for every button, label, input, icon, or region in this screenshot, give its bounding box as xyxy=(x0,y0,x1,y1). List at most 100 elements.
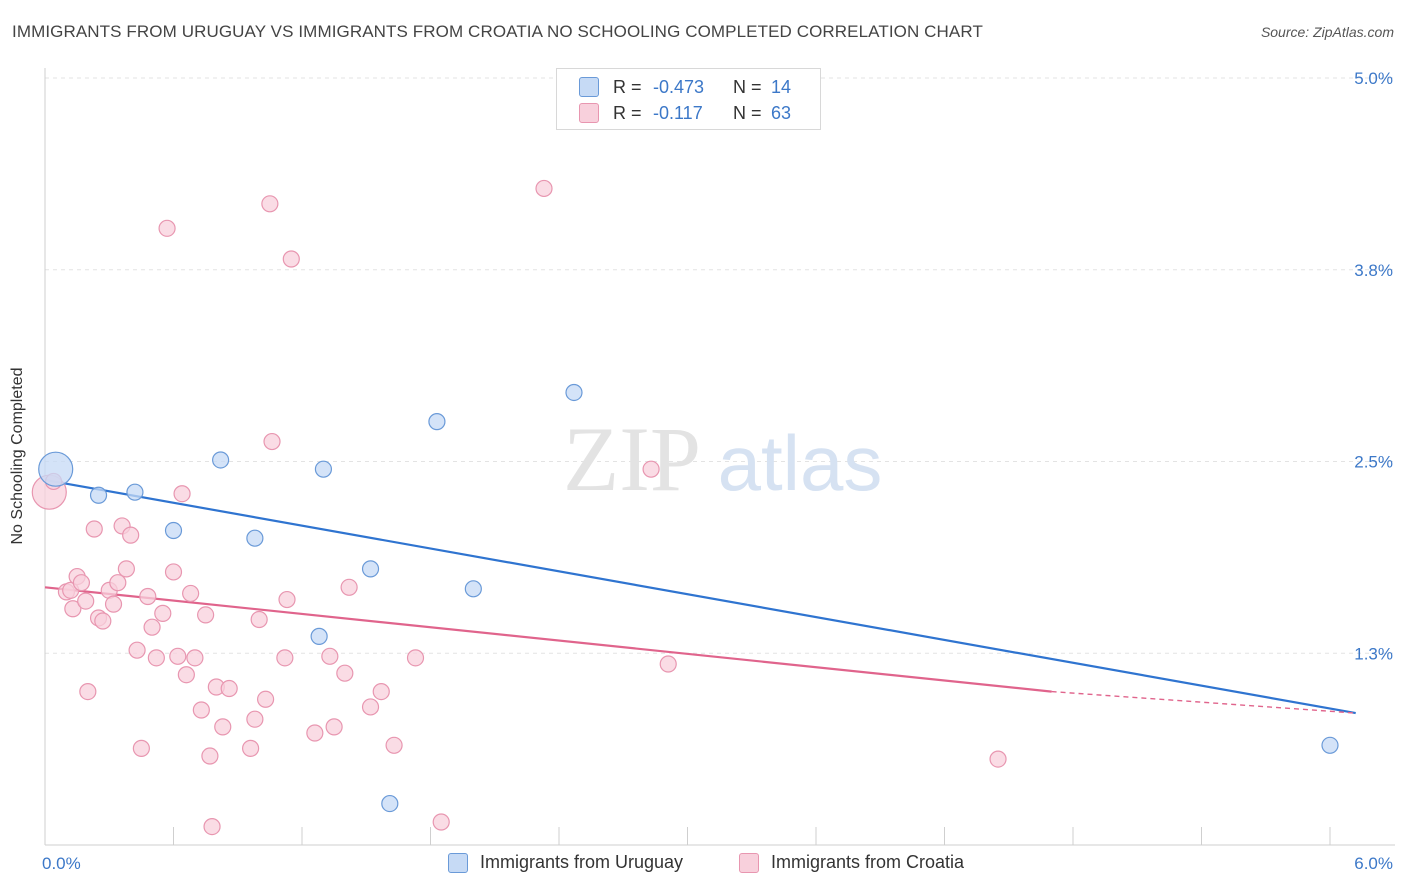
croatia-point xyxy=(372,682,390,701)
croatia-point xyxy=(201,747,219,765)
croatia-point xyxy=(72,574,91,592)
croatia-point xyxy=(64,600,82,618)
croatia-swatch xyxy=(579,103,599,123)
uruguay-swatch xyxy=(579,77,599,97)
croatia-point xyxy=(406,649,425,667)
uruguay-legend-swatch xyxy=(448,852,468,873)
croatia-point xyxy=(169,647,187,665)
y-tick-label: 5.0% xyxy=(1354,69,1393,88)
croatia-point xyxy=(385,736,403,754)
uruguay-point xyxy=(89,486,108,504)
uruguay-point xyxy=(464,580,482,598)
croatia-point xyxy=(77,592,95,610)
uruguay-trend-line xyxy=(44,478,1356,715)
x-tick-label: 0.0% xyxy=(42,854,81,873)
uruguay-point xyxy=(212,451,230,469)
croatia-point xyxy=(242,739,260,757)
y-tick-label: 3.8% xyxy=(1354,261,1393,280)
uruguay-point xyxy=(428,413,446,431)
correlation-legend: R = -0.473 N = 14 R = -0.117 N = 63 xyxy=(556,68,821,130)
croatia-point xyxy=(256,690,275,708)
series-legend: Immigrants from Uruguay Immigrants from … xyxy=(0,852,1406,878)
chart-title: IMMIGRANTS FROM URUGUAY VS IMMIGRANTS FR… xyxy=(12,22,983,41)
croatia-point xyxy=(128,641,146,659)
croatia-point xyxy=(94,612,112,630)
croatia-point xyxy=(122,526,140,544)
n-label: N = xyxy=(733,76,762,97)
croatia-point xyxy=(132,739,150,757)
watermark: ZIP atlas xyxy=(563,408,882,510)
n-value: 63 xyxy=(771,102,792,123)
croatia-point xyxy=(197,606,215,624)
data-points xyxy=(31,179,1339,836)
r-value: -0.473 xyxy=(653,76,705,97)
croatia-point xyxy=(336,664,354,682)
croatia-point xyxy=(276,649,294,667)
croatia-point xyxy=(261,195,279,213)
uruguay-point xyxy=(314,460,333,478)
tick-labels: 1.3% 2.5% 3.8% 5.0% 0.0% 6.0% xyxy=(42,69,1393,873)
croatia-point xyxy=(158,219,176,237)
uruguay-point xyxy=(381,794,399,813)
croatia-point xyxy=(139,587,157,606)
croatia-point xyxy=(147,649,165,667)
n-label: N = xyxy=(733,102,762,123)
croatia-point xyxy=(989,750,1007,768)
croatia-point xyxy=(263,432,281,451)
r-label: R = xyxy=(613,102,642,123)
legend-row-croatia: R = -0.117 N = 63 xyxy=(579,101,791,125)
grid-lines xyxy=(45,77,1395,654)
croatia-point xyxy=(321,647,339,665)
croatia-trend-extension xyxy=(1051,690,1356,714)
croatia-point xyxy=(182,584,200,603)
croatia-point xyxy=(282,250,300,268)
croatia-point xyxy=(220,679,238,698)
r-label: R = xyxy=(613,76,642,97)
y-tick-label: 2.5% xyxy=(1354,453,1393,472)
croatia-point xyxy=(173,485,191,503)
croatia-point xyxy=(143,618,161,636)
croatia-point xyxy=(214,718,232,736)
croatia-point xyxy=(109,574,127,592)
croatia-point xyxy=(278,590,296,609)
legend-row-uruguay: R = -0.473 N = 14 xyxy=(579,75,791,99)
trend-lines xyxy=(44,478,1356,715)
croatia-point xyxy=(340,578,358,596)
y-axis-label: No Schooling Completed xyxy=(9,367,26,545)
croatia-point xyxy=(164,563,183,581)
croatia-point xyxy=(535,179,553,198)
croatia-point xyxy=(250,610,268,629)
y-tick-label: 1.3% xyxy=(1354,644,1393,663)
uruguay-point xyxy=(565,383,583,402)
n-value: 14 xyxy=(771,76,792,97)
croatia-point xyxy=(85,520,103,538)
croatia-legend-swatch xyxy=(739,852,759,873)
croatia-point xyxy=(154,604,172,622)
uruguay-point xyxy=(164,521,183,540)
x-tick-label: 6.0% xyxy=(1354,854,1393,873)
uruguay-point xyxy=(38,451,74,487)
legend-item-uruguay[interactable]: Immigrants from Uruguay xyxy=(448,852,683,873)
croatia-point xyxy=(192,701,210,719)
uruguay-point xyxy=(310,627,328,645)
croatia-point xyxy=(432,813,450,831)
uruguay-point xyxy=(246,529,264,547)
uruguay-point xyxy=(126,483,144,501)
croatia-point xyxy=(177,666,195,684)
r-value: -0.117 xyxy=(653,102,703,123)
croatia-point xyxy=(104,595,123,613)
croatia-point xyxy=(246,710,264,728)
croatia-point xyxy=(203,817,221,836)
legend-label-uruguay: Immigrants from Uruguay xyxy=(480,852,684,872)
croatia-point xyxy=(361,698,380,716)
legend-item-croatia[interactable]: Immigrants from Croatia xyxy=(739,852,964,873)
croatia-trend-line xyxy=(44,586,1052,693)
croatia-point xyxy=(306,724,324,742)
croatia-point xyxy=(325,718,343,736)
croatia-point xyxy=(659,655,677,673)
watermark-zip: ZIP xyxy=(563,408,701,510)
croatia-point xyxy=(79,682,97,701)
source-note: Source: ZipAtlas.com xyxy=(1260,24,1394,40)
uruguay-point xyxy=(361,560,380,578)
